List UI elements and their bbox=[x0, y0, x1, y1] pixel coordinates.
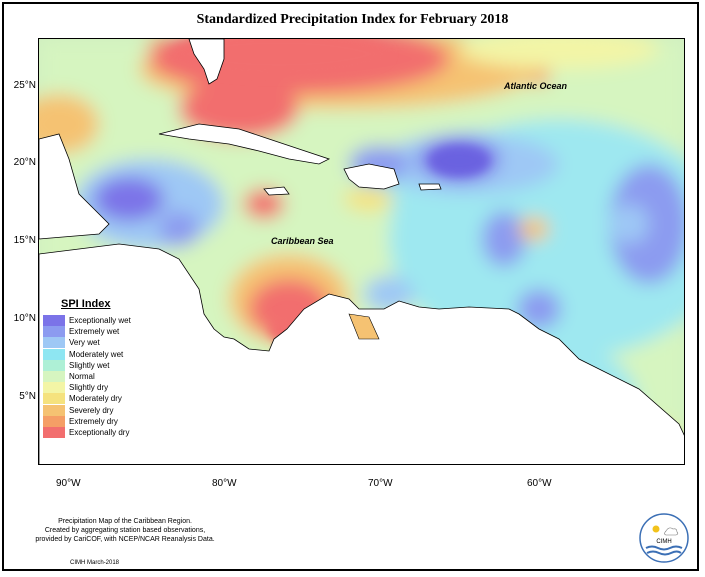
legend-swatch bbox=[43, 415, 65, 427]
legend-swatch bbox=[43, 382, 65, 394]
legend-item: Extremely dry bbox=[43, 415, 168, 427]
page-frame bbox=[2, 2, 699, 571]
legend-item: Extremely wet bbox=[43, 326, 168, 338]
legend-item: Slightly dry bbox=[43, 382, 168, 394]
legend-swatch bbox=[43, 404, 65, 416]
map-title: Standardized Precipitation Index for Feb… bbox=[196, 12, 509, 27]
legend-item: Severely dry bbox=[43, 404, 168, 416]
legend-swatch bbox=[43, 359, 65, 371]
spi-legend: SPI Index Exceptionally wet Extremely we… bbox=[43, 298, 168, 438]
legend-swatch bbox=[43, 337, 65, 349]
map-credits: Precipitation Map of the Caribbean Regio… bbox=[0, 517, 250, 544]
legend-label: Moderately dry bbox=[69, 394, 122, 404]
legend-label: Moderately wet bbox=[69, 349, 124, 359]
x-tick-90w: 90°W bbox=[56, 478, 81, 489]
atlantic-ocean-label: Atlantic Ocean bbox=[504, 81, 568, 91]
caribbean-sea-label: Caribbean Sea bbox=[271, 236, 334, 246]
legend-item: Moderately wet bbox=[43, 348, 168, 360]
legend-label: Severely dry bbox=[69, 405, 114, 415]
legend-swatch bbox=[43, 326, 65, 338]
spi-map-canvas bbox=[39, 39, 684, 464]
legend-item: Slightly wet bbox=[43, 359, 168, 371]
legend-item: Exceptionally wet bbox=[43, 315, 168, 327]
legend-label: Extremely wet bbox=[69, 327, 120, 337]
legend-label: Extremely dry bbox=[69, 416, 118, 426]
legend-item: Very wet bbox=[43, 337, 168, 349]
y-tick-20n: 20°N bbox=[13, 157, 36, 168]
x-tick-60w: 60°W bbox=[527, 478, 552, 489]
y-tick-5n: 5°N bbox=[19, 391, 36, 402]
credit-line-2: Created by aggregating station based obs… bbox=[44, 527, 206, 534]
legend-item: Exceptionally dry bbox=[43, 426, 168, 438]
legend-swatch bbox=[43, 315, 65, 327]
logo-text: CIMH bbox=[656, 539, 671, 545]
legend-item: Normal bbox=[43, 371, 168, 383]
legend-label: Slightly wet bbox=[69, 360, 110, 370]
y-tick-15n: 15°N bbox=[13, 235, 36, 246]
legend-label: Exceptionally wet bbox=[69, 316, 131, 326]
credit-line-3: provided by CariCOF, with NCEP/NCAR Rean… bbox=[35, 536, 215, 543]
x-tick-80w: 80°W bbox=[212, 478, 237, 489]
legend-swatch bbox=[43, 348, 65, 360]
cimh-logo: CIMH bbox=[639, 513, 689, 563]
legend-label: Normal bbox=[69, 372, 95, 382]
x-tick-70w: 70°W bbox=[368, 478, 393, 489]
legend-item: Moderately dry bbox=[43, 393, 168, 405]
legend-swatch bbox=[43, 426, 65, 438]
legend-label: Slightly dry bbox=[69, 383, 109, 393]
legend-label: Exceptionally dry bbox=[69, 427, 130, 437]
credit-footer: CIMH March-2018 bbox=[70, 560, 120, 566]
y-tick-10n: 10°N bbox=[13, 313, 36, 324]
credit-line-1: Precipitation Map of the Caribbean Regio… bbox=[58, 518, 192, 525]
legend-title: SPI Index bbox=[61, 298, 111, 310]
spi-map: Atlantic Ocean Caribbean Sea bbox=[38, 38, 685, 465]
y-tick-25n: 25°N bbox=[13, 80, 36, 91]
legend-swatch bbox=[43, 393, 65, 405]
legend-swatch bbox=[43, 371, 65, 383]
legend-label: Very wet bbox=[69, 338, 100, 348]
